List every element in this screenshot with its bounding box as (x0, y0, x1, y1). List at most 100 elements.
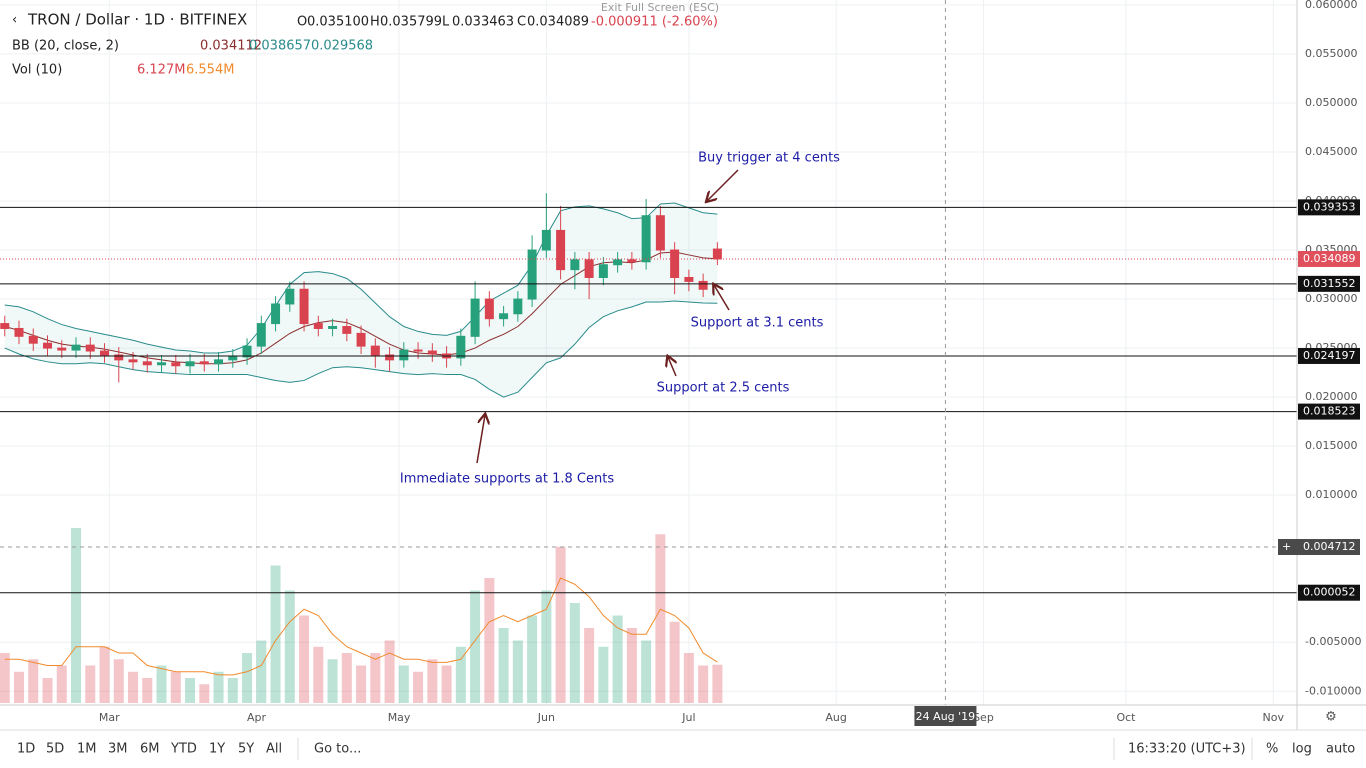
candle-body (385, 354, 395, 361)
candle-body (342, 326, 352, 334)
candle-body (43, 342, 53, 349)
volume-bar (170, 671, 181, 703)
level-label: 0.018523 (1303, 405, 1356, 418)
level-label-bg (1298, 199, 1360, 216)
bb-lower (4, 300, 718, 398)
volume-bar (341, 653, 352, 703)
volume-ma (4, 577, 718, 676)
ohlc-value: 0.034089 (527, 15, 589, 30)
volume-bar (227, 678, 238, 703)
settings-icon[interactable]: ⚙ (1325, 710, 1337, 725)
y-tick-label: 0.045000 (1305, 145, 1358, 158)
band-fill (4, 202, 718, 398)
candle-body (427, 350, 437, 355)
range-button[interactable]: 6M (140, 742, 160, 757)
candle-body (684, 276, 694, 282)
bb-upper (4, 202, 718, 354)
percent-toggle[interactable]: % (1266, 742, 1278, 757)
candle-body (627, 259, 637, 263)
goto[interactable]: Go to... (314, 742, 361, 757)
volume-bar (712, 664, 723, 703)
volume-bar (284, 590, 295, 703)
volume-bar (669, 621, 680, 703)
volume-bar (185, 678, 196, 703)
x-tick-label: May (388, 711, 411, 724)
volume-bar (0, 653, 10, 703)
ohlc-key: H (370, 15, 380, 30)
log-toggle[interactable]: log (1292, 742, 1312, 757)
annotation: Buy trigger at 4 cents (698, 151, 840, 166)
symbol[interactable]: TRON / Dollar · 1D · BITFINEX (27, 11, 247, 29)
volume-bar (113, 659, 124, 703)
y-tick-label: -0.005000 (1305, 635, 1361, 648)
candle-body (256, 323, 266, 347)
volume-bar (199, 684, 210, 703)
volume-bar (370, 653, 381, 703)
candle-body (356, 332, 366, 347)
y-tick-label: 0.030000 (1305, 292, 1358, 305)
candle-body (613, 259, 623, 266)
range-button[interactable]: 1Y (209, 742, 225, 757)
candle-body (85, 344, 95, 352)
crosshair-x-bg (914, 706, 977, 726)
candle-body (171, 362, 181, 367)
icon[interactable]: ‹ (12, 13, 17, 28)
candle-body (271, 303, 281, 325)
candle-body (157, 362, 167, 366)
auto-toggle[interactable]: auto (1326, 742, 1355, 757)
volume-bar (71, 528, 82, 703)
crosshair-y-bg (1278, 539, 1360, 556)
candle-body (299, 288, 309, 325)
candle-body (185, 361, 195, 367)
candle-body (698, 280, 708, 290)
volume-bar (484, 578, 495, 703)
exit-fullscreen[interactable]: Exit Full Screen (ESC) (601, 1, 719, 14)
indicator-name[interactable]: BB (20, close, 2) (12, 39, 119, 54)
range-button[interactable]: YTD (170, 742, 197, 757)
level-label: 0.024197 (1303, 349, 1356, 362)
volume-bar (655, 534, 666, 703)
x-tick-label: Apr (247, 711, 267, 724)
ohlc-value: 0.035799 (380, 15, 442, 30)
range-button[interactable]: All (266, 742, 282, 757)
candle-body (655, 215, 665, 251)
y-tick-label: 0.020000 (1305, 390, 1358, 403)
indicator-name[interactable]: Vol (10) (12, 63, 62, 78)
x-tick-label: Aug (825, 711, 846, 724)
last-price-label: 0.034089 (1303, 252, 1356, 265)
candle-body (28, 335, 38, 344)
volume-bar (569, 603, 580, 703)
crosshair-y-label: 0.004712 (1303, 540, 1356, 553)
crosshair-x-label: 24 Aug '19 (916, 710, 976, 723)
range-button[interactable]: 5Y (238, 742, 254, 757)
candle-body (0, 323, 10, 329)
volume-bar (683, 653, 694, 703)
y-tick-label: 0.050000 (1305, 96, 1358, 109)
level-label: 0.031552 (1303, 277, 1356, 290)
candle-body (584, 259, 594, 278)
candle-body (328, 326, 338, 329)
candle-body (570, 259, 580, 271)
x-tick-label: Sep (973, 711, 994, 724)
ohlc-key: O (297, 15, 307, 30)
candle-body (413, 349, 423, 352)
volume-bar (313, 646, 324, 703)
range-button[interactable]: 3M (108, 742, 128, 757)
volume-bar (213, 671, 224, 703)
range-button[interactable]: 5D (46, 742, 64, 757)
range-button[interactable]: 1M (77, 742, 97, 757)
annotation: Immediate supports at 1.8 Cents (400, 472, 614, 487)
volume-bar (299, 615, 310, 703)
y-tick-label: -0.010000 (1305, 684, 1361, 697)
volume-bar (413, 671, 424, 703)
ohlc-key: L (442, 15, 450, 30)
change: -0.000911 (-2.60%) (591, 15, 718, 30)
range-button[interactable]: 1D (17, 742, 35, 757)
level-label: 0.039353 (1303, 200, 1356, 213)
candle-body (71, 344, 81, 351)
candle-body (14, 327, 24, 337)
volume-bar (541, 590, 552, 703)
candle-body (541, 229, 551, 251)
volume-bar (42, 678, 53, 703)
